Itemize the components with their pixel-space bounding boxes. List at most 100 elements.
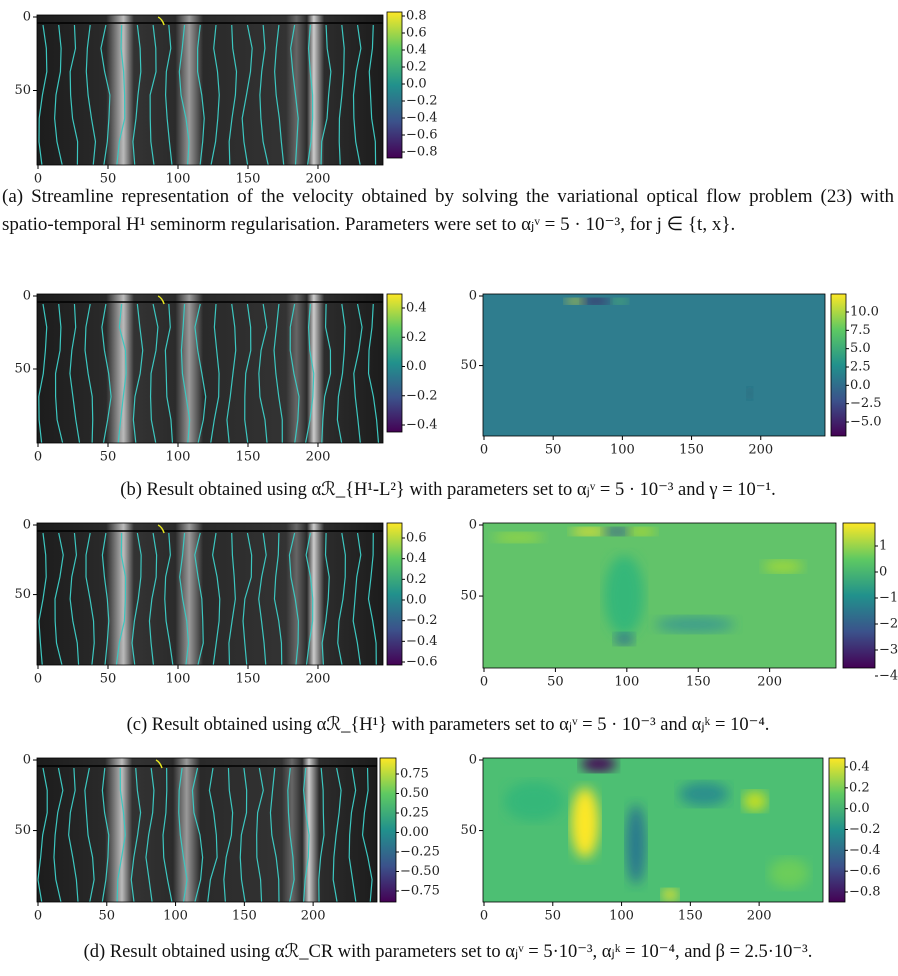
streamline	[288, 532, 299, 665]
colorbar-tick-label: −0.4	[406, 418, 438, 433]
streamline	[197, 24, 205, 165]
image-content	[37, 294, 383, 443]
streamline	[336, 303, 346, 443]
colorbar-tick-label: −3	[879, 643, 898, 658]
colorbar-tick-label: −4	[879, 669, 898, 684]
colorbar-tick-label: −0.4	[406, 111, 438, 126]
colorbar	[379, 757, 397, 903]
streamline	[239, 767, 248, 902]
streamline	[367, 532, 377, 665]
colorbar-tick-label: −0.2	[406, 388, 438, 403]
streamline	[207, 767, 218, 902]
y-tick-label: 0	[469, 518, 477, 533]
y-tick-label: 0	[469, 289, 477, 304]
streamline	[38, 532, 47, 665]
streamline	[256, 767, 264, 902]
streamline	[352, 532, 362, 665]
heatmap-feature	[763, 560, 804, 573]
y-tick-label: 50	[460, 589, 477, 604]
streamline-highlight	[157, 295, 165, 305]
heatmap-background	[483, 294, 825, 436]
colorbar-tick-label: −2.5	[850, 396, 882, 411]
colorbar-tick-label: −0.8	[849, 885, 881, 900]
streamline	[258, 532, 267, 665]
colorbar-tick-label: 0.0	[406, 359, 427, 374]
heatmap-feature	[565, 298, 586, 305]
streamline	[132, 303, 144, 443]
y-tick-label: 0	[23, 518, 31, 533]
y-tick-label: 50	[14, 587, 31, 602]
colorbar-tick-label: 0.4	[406, 43, 427, 58]
x-tick-label: 0	[480, 675, 488, 690]
streamline	[100, 24, 111, 165]
colorbar-tick-label: 0.2	[849, 780, 870, 795]
colorbar-tick-label: −0.6	[406, 128, 438, 143]
x-tick-label: 200	[306, 172, 331, 187]
colorbar-tick-label: −0.25	[400, 845, 440, 860]
x-tick-label: 200	[748, 443, 773, 458]
colorbar-tick-label: 0.75	[400, 767, 429, 782]
x-tick-label: 200	[306, 672, 331, 687]
colorbar-tick-label: −0.6	[849, 864, 881, 879]
streamline	[145, 767, 155, 902]
colorbar-tick-label: −0.4	[406, 634, 438, 649]
streamline	[85, 24, 97, 165]
streamline	[117, 303, 127, 443]
streamline	[258, 303, 268, 443]
x-tick-label: 50	[547, 675, 564, 690]
x-tick-label: 100	[614, 675, 639, 690]
streamline	[101, 767, 110, 902]
heatmap-feature	[580, 758, 617, 772]
colorbar	[830, 293, 847, 437]
streamline	[178, 24, 190, 165]
colorbar-tick-label: 0.6	[406, 531, 427, 546]
colorbar-tick-label: −5.0	[850, 415, 882, 430]
streamline	[305, 532, 314, 665]
streamline	[241, 24, 253, 165]
x-tick-label: 50	[100, 450, 117, 465]
colorbar-tick-label: 7.5	[850, 323, 871, 338]
heatmap-feature	[769, 858, 809, 889]
streamline	[352, 24, 362, 165]
streamline	[54, 24, 63, 165]
image-panel: 0 50 0 50 100 150 200 10.0 7.5 5.0 2.5 0.0 −2.5 −5.0	[460, 289, 881, 458]
image-content	[483, 523, 836, 668]
streamline	[84, 767, 95, 902]
streamline	[318, 767, 325, 902]
heatmap-feature	[627, 527, 656, 536]
colorbar-tick-label: −0.4	[849, 843, 881, 858]
x-tick-label: 200	[747, 909, 772, 924]
x-tick-label: 0	[34, 450, 42, 465]
colorbar-tick-label: −2	[879, 617, 898, 632]
y-tick-label: 50	[14, 362, 31, 377]
streamline	[287, 767, 295, 902]
colorbar-tick-label: 0.0	[849, 801, 870, 816]
caption: (d) Result obtained using αℛ_CR with par…	[83, 942, 813, 962]
streamline	[164, 532, 174, 665]
streamline	[210, 24, 220, 165]
streamline	[321, 532, 330, 665]
heatmap-feature	[581, 298, 610, 305]
streamline	[68, 767, 79, 902]
heatmap-feature	[614, 633, 635, 645]
x-tick-label: 150	[236, 172, 261, 187]
streamline	[54, 303, 64, 443]
x-tick-label: 100	[610, 443, 635, 458]
image-content	[483, 758, 823, 902]
streamline	[368, 24, 377, 165]
streamline	[304, 303, 315, 443]
heatmap-feature	[504, 781, 564, 822]
colorbar-tick-label: 0.8	[406, 9, 427, 24]
x-tick-label: 0	[34, 672, 42, 687]
streamline	[210, 303, 220, 443]
streamline	[321, 303, 332, 443]
heatmap-feature	[654, 616, 735, 633]
x-tick-label: 50	[100, 672, 117, 687]
image-frame	[36, 293, 384, 444]
x-tick-label: 0	[480, 443, 488, 458]
streamline	[180, 303, 191, 443]
colorbar-tick-label: 2.5	[850, 360, 871, 375]
streamline	[226, 303, 237, 443]
streamline	[162, 767, 173, 902]
